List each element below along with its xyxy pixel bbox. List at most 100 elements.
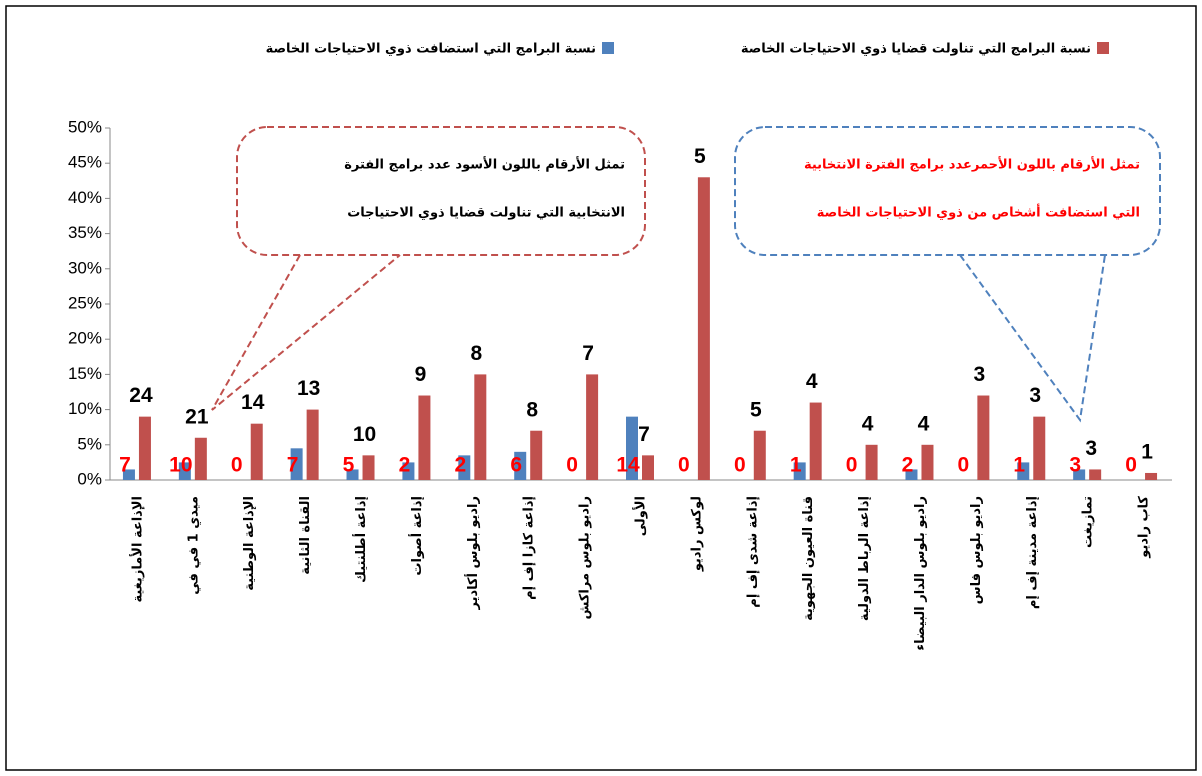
count-label: 7 (638, 423, 650, 446)
count-label: 0 (958, 454, 970, 477)
y-tick-label: 10% (68, 399, 102, 418)
bar (514, 451, 527, 480)
x-tick-label: القناة الثانية (298, 496, 313, 575)
y-tick-label: 30% (68, 258, 102, 277)
count-label: 0 (1125, 454, 1137, 477)
count-label: 2 (902, 454, 914, 477)
bar (306, 409, 319, 480)
count-label: 1 (790, 454, 802, 477)
bar (753, 430, 766, 480)
frame (5, 5, 1197, 771)
x-tick-label: إذاعة كازا إف إم (522, 496, 537, 600)
legend-label: نسبة البرامج التي استضافت ذوي الاحتياجات… (266, 42, 596, 57)
count-label: 8 (526, 398, 538, 421)
y-tick-label: 40% (68, 188, 102, 207)
count-label: 7 (287, 454, 299, 477)
x-tick-label: راديو بلوس فاس (969, 496, 984, 604)
x-tick-label: الإذاعة الأمازيغية (128, 496, 145, 603)
x-tick-label: قناة العيون الجهوية (801, 496, 816, 621)
y-tick-label: 25% (68, 293, 102, 312)
x-tick-label: لوكس راديو (689, 496, 704, 572)
annotation: التي استضافت أشخاص من ذوي الاحتياجات الخ… (817, 204, 1140, 221)
x-tick-label: راديو بلوس الدار البيضاء (913, 496, 928, 651)
count-label: 7 (119, 454, 131, 477)
count-label: 13 (297, 377, 320, 400)
count-label: 6 (510, 454, 522, 477)
bar (1145, 472, 1158, 480)
count-label: 1 (1141, 441, 1153, 464)
y-tick-label: 20% (68, 329, 102, 348)
y-tick-label: 45% (68, 153, 102, 172)
count-label: 2 (454, 454, 466, 477)
bar (977, 395, 990, 480)
bar (809, 402, 822, 480)
x-tick-label: تمازيغت (1081, 496, 1096, 548)
count-label: 9 (415, 363, 427, 386)
count-label: 10 (169, 454, 192, 477)
callout-pointer (211, 254, 401, 411)
count-label: 4 (806, 370, 818, 393)
count-label: 0 (734, 454, 746, 477)
count-label: 7 (582, 342, 594, 365)
count-label: 3 (1029, 384, 1041, 407)
count-label: 0 (846, 454, 858, 477)
count-label: 3 (1085, 437, 1097, 460)
callout-pointer (959, 254, 1106, 423)
y-tick-label: 15% (68, 364, 102, 383)
count-label: 5 (694, 145, 706, 168)
y-tick-label: 35% (68, 223, 102, 242)
count-label: 0 (678, 454, 690, 477)
bar (586, 374, 599, 480)
x-tick-label: ميدي 1 في في (186, 496, 201, 595)
bar (626, 416, 638, 480)
bar (418, 395, 431, 480)
legend-label: نسبة البرامج التي تناولت قضايا ذوي الاحت… (741, 42, 1091, 57)
count-label: 10 (353, 423, 376, 446)
x-tick-label: راديو بلوس مراكش (578, 496, 593, 620)
bar (865, 444, 878, 480)
bar (793, 462, 806, 480)
x-tick-label: راديو بلوس أكادير (464, 496, 481, 611)
count-label: 14 (241, 391, 265, 414)
annotation: تمثل الأرقام باللون الأسود عدد برامج الف… (344, 156, 625, 173)
bar (697, 177, 710, 480)
bar (474, 374, 487, 480)
x-tick-label: إذاعة مدينة إف إم (1025, 496, 1040, 609)
x-tick-label: كاب راديو (1137, 496, 1152, 559)
bar (1089, 469, 1102, 480)
bar (905, 469, 918, 480)
count-label: 21 (185, 405, 209, 428)
bar (178, 462, 191, 480)
bar (1033, 416, 1046, 480)
bar (138, 416, 151, 480)
bar (402, 462, 415, 480)
callout-box (734, 126, 1161, 256)
y-tick-label: 50% (68, 117, 102, 136)
annotation: تمثل الأرقام باللون الأحمرعدد برامج الفت… (804, 156, 1140, 173)
bar (458, 455, 471, 480)
count-label: 3 (974, 363, 986, 386)
bar (346, 469, 359, 480)
count-label: 4 (918, 412, 930, 435)
x-tick-label: الأولى (632, 496, 649, 536)
y-tick-label: 5% (77, 434, 102, 453)
count-label: 2 (399, 454, 411, 477)
count-label: 0 (566, 454, 578, 477)
count-label: 5 (750, 398, 762, 421)
bar (250, 423, 263, 480)
bar (122, 469, 135, 480)
bar (642, 455, 654, 480)
bar (362, 455, 375, 480)
x-tick-label: الإذاعة الوطنية (242, 496, 257, 591)
count-label: 0 (231, 454, 243, 477)
bar (921, 444, 934, 480)
bar (290, 448, 303, 480)
count-label: 1 (1013, 454, 1025, 477)
y-tick-label: 0% (77, 469, 102, 488)
count-label: 14 (616, 454, 640, 477)
bar (1073, 469, 1086, 480)
count-label: 5 (343, 454, 355, 477)
x-tick-label: إذاعة الرباط الدولية (857, 496, 872, 621)
annotation: الانتخابية التي تناولت قضايا ذوي الاحتيا… (347, 206, 625, 221)
